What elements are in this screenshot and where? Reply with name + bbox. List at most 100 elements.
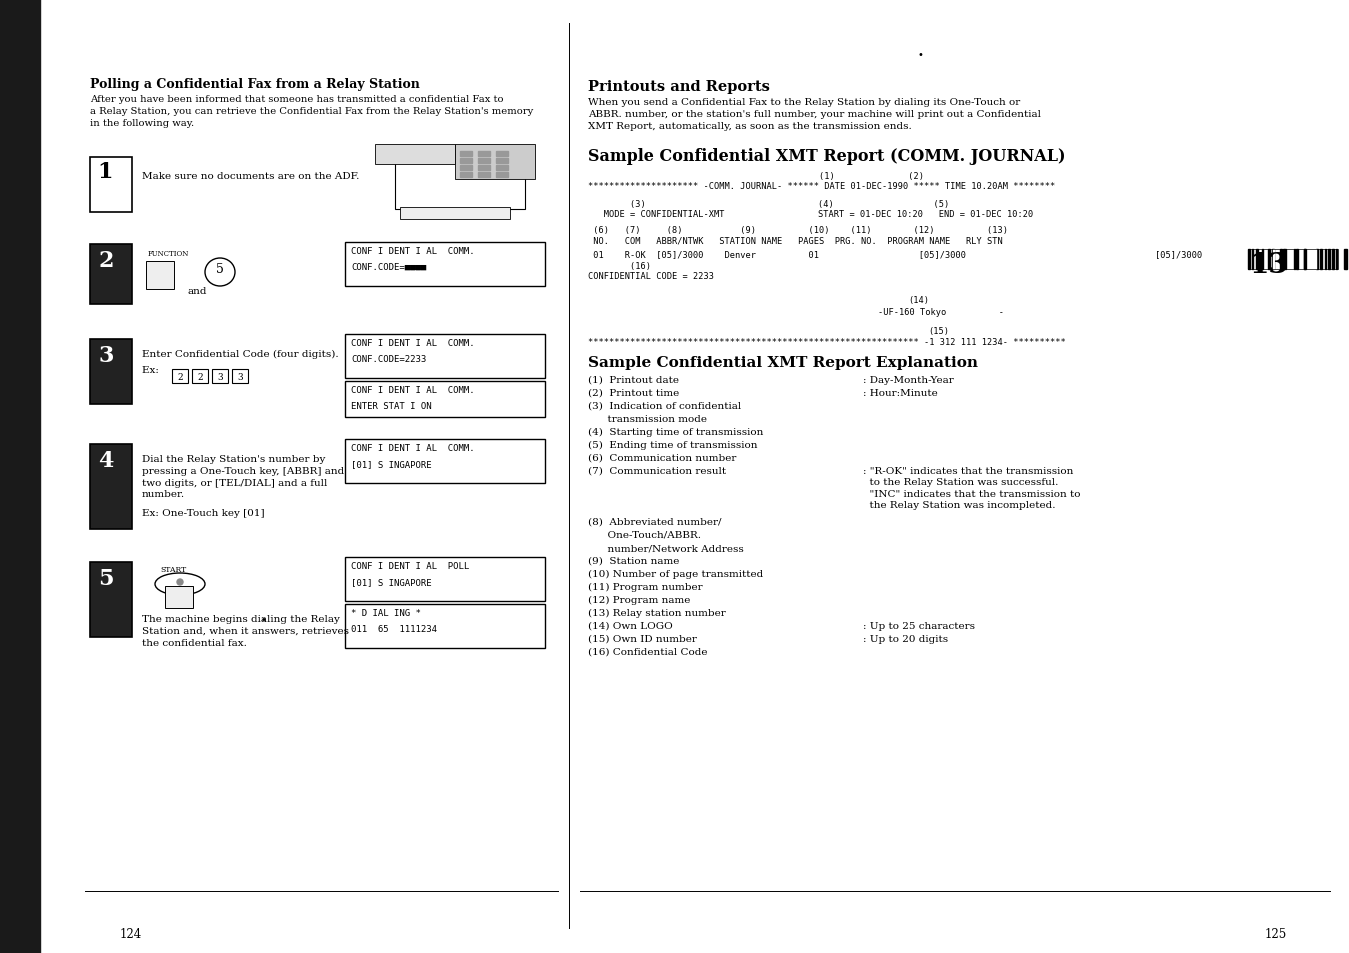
Bar — [345, 335, 545, 378]
Text: -UF-160 Tokyo          -: -UF-160 Tokyo - — [878, 308, 1004, 316]
Bar — [0, 0, 40, 953]
Bar — [460, 172, 472, 178]
Text: Ex: One-Touch key [01]: Ex: One-Touch key [01] — [142, 509, 264, 517]
Text: The machine begins dialing the Relay
Station and, when it answers, retrieves
the: The machine begins dialing the Relay Sta… — [142, 615, 349, 647]
Text: and: and — [188, 287, 206, 295]
Text: : Up to 20 digits: : Up to 20 digits — [863, 635, 948, 643]
Text: CONFIDENTIAL CODE = 2233: CONFIDENTIAL CODE = 2233 — [588, 272, 714, 281]
Bar — [1284, 250, 1286, 270]
Text: transmission mode: transmission mode — [588, 415, 707, 423]
Text: (5)  Ending time of transmission: (5) Ending time of transmission — [588, 440, 758, 450]
Bar — [478, 172, 490, 178]
Bar — [1268, 250, 1269, 270]
Bar — [232, 370, 248, 384]
Text: * D IAL ING *: * D IAL ING * — [351, 608, 421, 618]
Text: CONF I DENT I AL  COMM.: CONF I DENT I AL COMM. — [351, 338, 475, 348]
Bar — [478, 159, 490, 164]
Text: 2: 2 — [98, 250, 113, 272]
Bar — [90, 339, 132, 405]
Text: 3: 3 — [237, 372, 243, 381]
Bar — [212, 370, 228, 384]
Text: : Hour:Minute: : Hour:Minute — [863, 389, 938, 397]
Text: Dial the Relay Station's number by
pressing a One-Touch key, [ABBR] and
two digi: Dial the Relay Station's number by press… — [142, 455, 344, 498]
Bar — [1327, 250, 1330, 270]
Text: CONF I DENT I AL  COMM.: CONF I DENT I AL COMM. — [351, 386, 475, 395]
Text: •: • — [260, 615, 266, 624]
Text: (4)                   (5): (4) (5) — [817, 200, 950, 209]
Text: MODE = CONFIDENTIAL-XMT: MODE = CONFIDENTIAL-XMT — [588, 210, 724, 219]
Text: (1)              (2): (1) (2) — [588, 172, 924, 181]
Bar — [1248, 250, 1249, 270]
Text: (15): (15) — [928, 327, 948, 335]
Text: (16) Confidential Code: (16) Confidential Code — [588, 647, 707, 657]
Text: Ex:: Ex: — [142, 366, 162, 375]
Text: When you send a Confidential Fax to the Relay Station by dialing its One-Touch o: When you send a Confidential Fax to the … — [588, 98, 1041, 131]
Text: NO.   COM   ABBR/NTWK   STATION NAME   PAGES  PRG. NO.  PROGRAM NAME   RLY STN: NO. COM ABBR/NTWK STATION NAME PAGES PRG… — [588, 235, 1002, 245]
Bar — [478, 166, 490, 171]
Ellipse shape — [205, 258, 235, 287]
Text: Sample Confidential XMT Report (COMM. JOURNAL): Sample Confidential XMT Report (COMM. JO… — [588, 148, 1066, 165]
Bar — [455, 145, 536, 180]
Text: ********************* -COMM. JOURNAL- ****** DATE 01-DEC-1990 ***** TIME 10.20AM: ********************* -COMM. JOURNAL- **… — [588, 182, 1055, 191]
Bar — [478, 152, 490, 157]
Bar — [401, 208, 510, 220]
Text: After you have been informed that someone has transmitted a confidential Fax to
: After you have been informed that someon… — [90, 95, 533, 128]
Text: 2: 2 — [197, 372, 202, 381]
Text: [01] S INGAPORE: [01] S INGAPORE — [351, 459, 432, 469]
Text: 124: 124 — [120, 927, 142, 940]
Bar — [146, 262, 174, 290]
Bar — [1317, 250, 1318, 270]
Text: (3)  Indication of confidential: (3) Indication of confidential — [588, 401, 741, 411]
Text: Sample Confidential XMT Report Explanation: Sample Confidential XMT Report Explanati… — [588, 355, 978, 370]
Bar — [90, 245, 132, 305]
Text: : Up to 25 characters: : Up to 25 characters — [863, 621, 975, 630]
Bar — [345, 381, 545, 417]
Text: FUNCTION: FUNCTION — [148, 250, 189, 257]
Ellipse shape — [155, 574, 205, 596]
Bar — [1256, 250, 1257, 270]
Text: START: START — [161, 565, 186, 574]
Text: : Day-Month-Year: : Day-Month-Year — [863, 375, 954, 385]
Bar — [345, 558, 545, 601]
Text: 3: 3 — [98, 345, 113, 367]
Text: Enter Confidential Code (four digits).: Enter Confidential Code (four digits). — [142, 350, 339, 358]
Bar — [375, 145, 455, 165]
Text: START = 01-DEC 10:20   END = 01-DEC 10:20: START = 01-DEC 10:20 END = 01-DEC 10:20 — [817, 210, 1033, 219]
Text: (11) Program number: (11) Program number — [588, 582, 703, 592]
Text: One-Touch/ABBR.: One-Touch/ABBR. — [588, 531, 701, 539]
Text: (6)   (7)     (8)           (9)          (10)    (11)        (12)          (13): (6) (7) (8) (9) (10) (11) (12) (13) — [588, 226, 1008, 234]
Text: (6)  Communication number: (6) Communication number — [588, 454, 737, 462]
Text: [01] S INGAPORE: [01] S INGAPORE — [351, 578, 432, 586]
Circle shape — [177, 579, 183, 585]
Bar — [90, 158, 132, 213]
Bar — [496, 172, 509, 178]
Text: 011  65  1111234: 011 65 1111234 — [351, 624, 437, 634]
Text: 4: 4 — [98, 450, 113, 472]
Text: (4)  Starting time of transmission: (4) Starting time of transmission — [588, 428, 764, 436]
Text: (14) Own LOGO: (14) Own LOGO — [588, 621, 673, 630]
Text: *************************************************************** -1 312 111 1234-: ****************************************… — [588, 337, 1066, 347]
Text: [05]/3000: [05]/3000 — [1155, 250, 1202, 258]
Text: (14): (14) — [908, 295, 929, 305]
Text: 2: 2 — [177, 372, 183, 381]
Text: 01    R-OK  [05]/3000    Denver          01                   [05]/3000: 01 R-OK [05]/3000 Denver 01 [05]/3000 — [588, 250, 966, 258]
Bar — [165, 586, 193, 608]
Bar — [496, 166, 509, 171]
Text: 5: 5 — [216, 263, 224, 275]
Bar — [1292, 250, 1294, 270]
Text: ENTER STAT I ON: ENTER STAT I ON — [351, 401, 432, 411]
Bar — [1321, 250, 1322, 270]
Text: (15) Own ID number: (15) Own ID number — [588, 635, 697, 643]
Text: 1: 1 — [97, 161, 112, 183]
Text: CONF.CODE=■■■■: CONF.CODE=■■■■ — [351, 263, 426, 272]
Text: (1)  Printout date: (1) Printout date — [588, 375, 679, 385]
Bar — [1272, 250, 1273, 270]
Bar — [460, 166, 472, 171]
Text: •: • — [917, 50, 923, 60]
Bar — [460, 159, 472, 164]
Bar — [192, 370, 208, 384]
Text: number/Network Address: number/Network Address — [588, 543, 743, 553]
Text: (2)  Printout time: (2) Printout time — [588, 389, 680, 397]
Bar — [1304, 250, 1306, 270]
Bar — [90, 444, 132, 530]
